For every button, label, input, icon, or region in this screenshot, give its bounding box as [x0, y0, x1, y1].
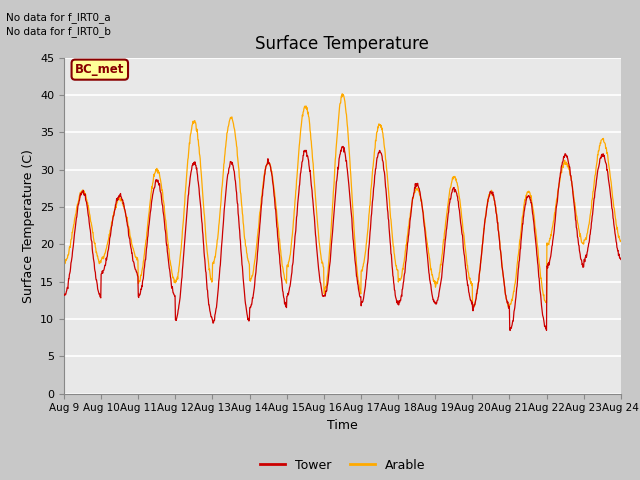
X-axis label: Time: Time: [327, 419, 358, 432]
Legend: Tower, Arable: Tower, Arable: [255, 454, 430, 477]
Text: No data for f_IRT0_a
No data for f_IRT0_b: No data for f_IRT0_a No data for f_IRT0_…: [6, 12, 111, 37]
Y-axis label: Surface Temperature (C): Surface Temperature (C): [22, 149, 35, 302]
Text: BC_met: BC_met: [75, 63, 125, 76]
Title: Surface Temperature: Surface Temperature: [255, 35, 429, 53]
